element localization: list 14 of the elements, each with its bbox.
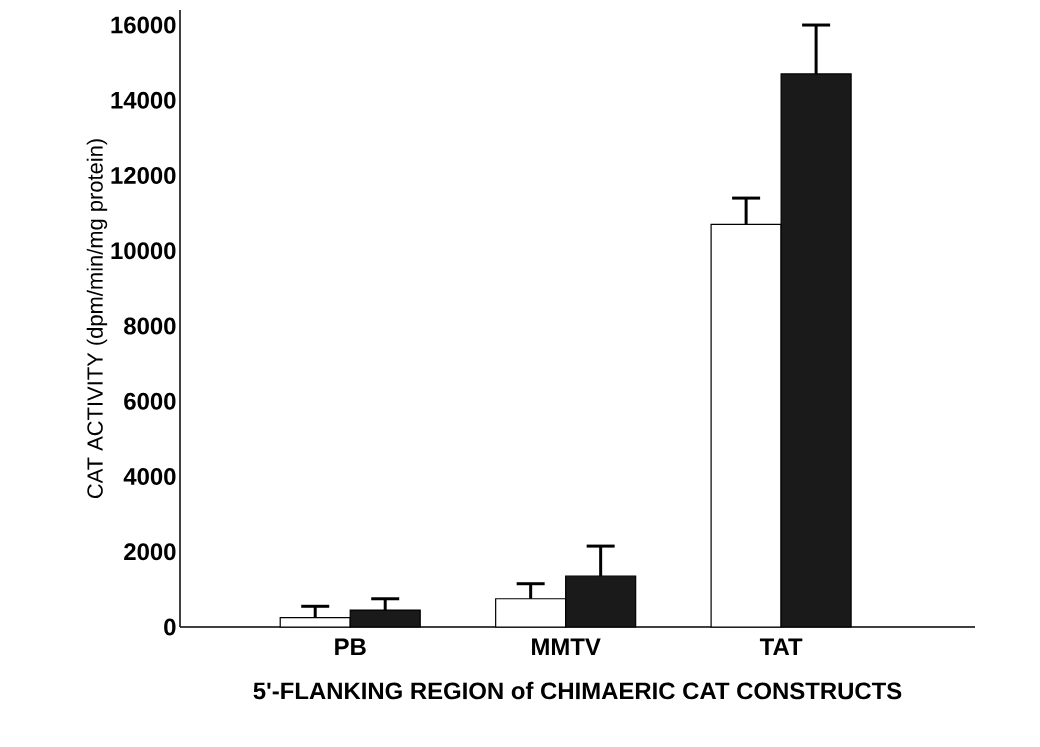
y-tick-label: 14000 [111, 91, 176, 109]
y-tick-label: 2000 [124, 543, 176, 561]
y-tick-label: 10000 [111, 242, 176, 260]
x-tick-label: MMTV [532, 638, 601, 655]
y-tick-label: 4000 [123, 468, 176, 485]
x-axis-title: 5'-FLANKING REGION of CHIMAERIC CAT CONSTRUCTS [253, 681, 902, 700]
y-tick-label: 12000 [111, 167, 176, 184]
x-tick-label: PB [335, 638, 366, 655]
y-tick-label: 6000 [124, 392, 176, 410]
x-tick-label: TAT [759, 638, 803, 655]
y-axis-title: CAT ACTIVITY (dpm/min/mg protein) [86, 139, 108, 499]
y-tick-label: 16000 [111, 16, 176, 34]
y-tick-label: 0 [164, 618, 176, 636]
y-tick-label: 8000 [124, 317, 176, 335]
